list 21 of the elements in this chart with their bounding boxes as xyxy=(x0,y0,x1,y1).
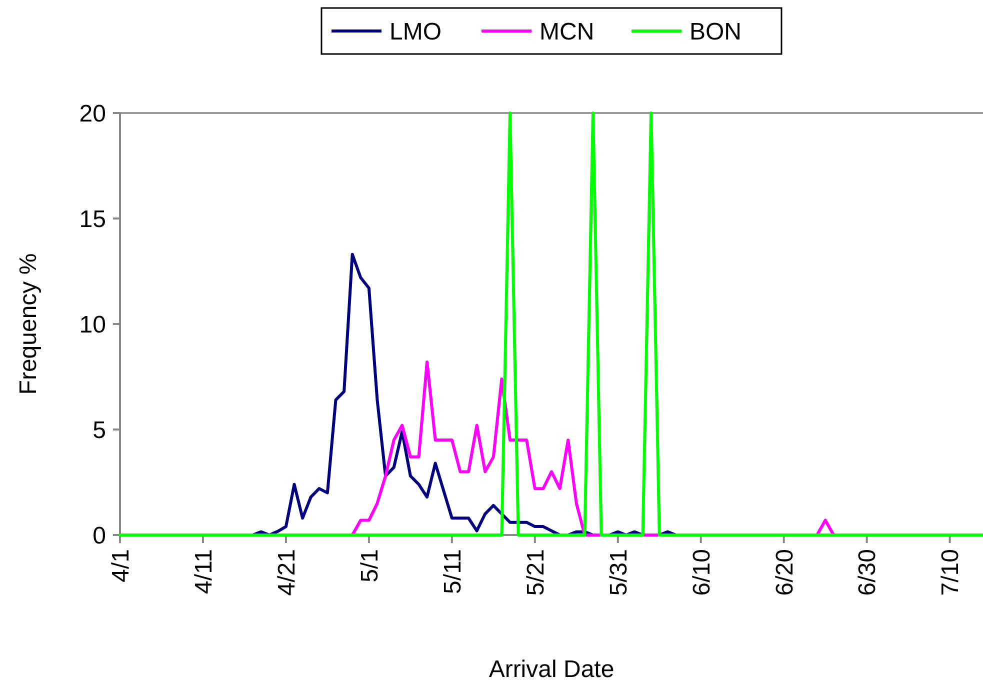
x-tick-label: 4/21 xyxy=(273,549,300,596)
y-axis-title: Frequency % xyxy=(15,253,42,395)
x-tick-label: 5/31 xyxy=(605,549,632,596)
x-tick-label: 6/30 xyxy=(854,549,882,596)
legend-label: MCN xyxy=(540,18,594,46)
legend-label: BON xyxy=(690,18,742,46)
legend-label: LMO xyxy=(390,18,442,46)
x-tick-label: 7/10 xyxy=(937,549,964,596)
y-tick-label: 5 xyxy=(92,416,106,444)
x-tick-label: 6/10 xyxy=(688,549,716,596)
x-tick-label: 5/1 xyxy=(356,549,384,582)
y-tick-label: 20 xyxy=(79,100,106,128)
x-tick-label: 5/21 xyxy=(522,549,550,596)
y-tick-label: 10 xyxy=(79,311,106,338)
y-tick-label: 15 xyxy=(79,206,106,233)
x-tick-label: 6/20 xyxy=(771,549,798,596)
y-tick-label: 0 xyxy=(92,522,106,550)
x-tick-label: 4/11 xyxy=(190,549,218,594)
x-tick-label: 5/11 xyxy=(439,549,466,594)
x-axis-title: Arrival Date xyxy=(488,656,614,683)
x-tick-label: 4/1 xyxy=(107,549,134,582)
